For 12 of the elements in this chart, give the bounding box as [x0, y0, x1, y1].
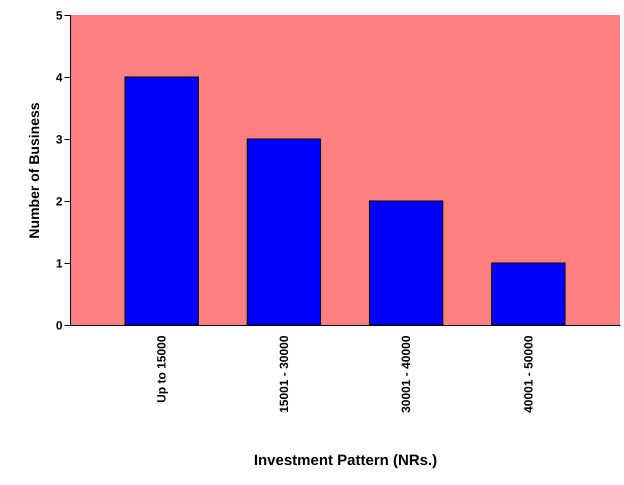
- y-tick-label: 5: [56, 8, 63, 22]
- y-tick-label: 4: [56, 70, 63, 84]
- x-tick-label: Up to 15000: [154, 335, 169, 403]
- x-tick-label: 40001 - 50000: [521, 335, 536, 413]
- y-tick-label: 1: [56, 256, 63, 270]
- y-tick-label: 3: [56, 132, 63, 146]
- x-tick-label: 15001 - 30000: [276, 335, 291, 413]
- y-tick-label: 0: [56, 318, 63, 332]
- x-axis-title: Investment Pattern (NRs.): [254, 452, 438, 469]
- y-axis-title: Number of Business: [26, 102, 42, 239]
- x-tick-label: 30001 - 40000: [399, 335, 414, 413]
- y-tick-label: 2: [56, 194, 63, 208]
